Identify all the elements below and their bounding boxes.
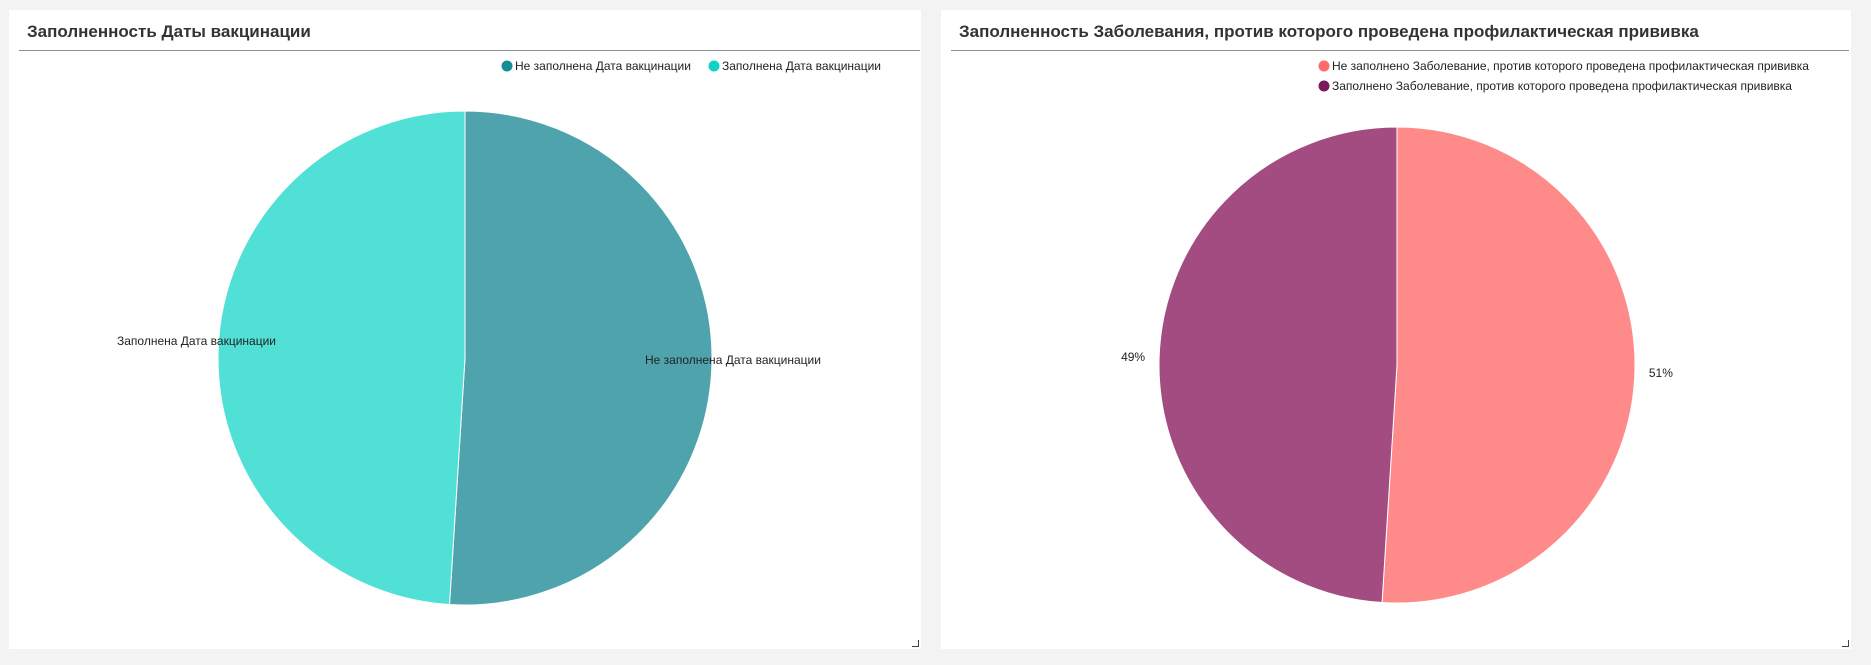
chart-panel-disease: Заполненность Заболевания, против которо…: [941, 10, 1851, 649]
slice-label: Не заполнена Дата вакцинации: [645, 353, 821, 367]
legend-label: Заполнена Дата вакцинации: [722, 59, 881, 73]
chart-panel-vaccination-date: Заполненность Даты вакцинации Не заполне…: [9, 10, 921, 649]
panel-title: Заполненность Даты вакцинации: [27, 22, 311, 41]
legend-item[interactable]: Не заполнена Дата вакцинации: [501, 59, 691, 73]
legend-marker: [501, 60, 513, 72]
pie-slices: [217, 110, 713, 606]
chart-legend: Не заполнена Дата вакцинации Заполнена Да…: [501, 59, 882, 73]
pie-slice[interactable]: [217, 110, 466, 606]
legend-marker: [708, 60, 720, 72]
slice-label: 51%: [1649, 366, 1673, 380]
pie-slice[interactable]: [448, 110, 713, 606]
legend-item[interactable]: Заполнено Заболевание, против которого п…: [1318, 79, 1793, 93]
legend-marker: [1318, 60, 1330, 72]
title-divider: [951, 50, 1849, 51]
slice-label: 49%: [1121, 350, 1145, 364]
legend-label: Заполнено Заболевание, против которого п…: [1332, 79, 1792, 93]
pie-chart-vaccination-date: Не заполнена Дата вакцинации Заполнена Да…: [117, 59, 882, 606]
title-divider: [19, 50, 920, 51]
legend-marker: [1318, 80, 1330, 92]
pie-slice[interactable]: [1381, 126, 1636, 604]
legend-label: Не заполнено Заболевание, против которог…: [1332, 59, 1809, 73]
pie-slice[interactable]: [1158, 126, 1398, 604]
legend-label: Не заполнена Дата вакцинации: [515, 59, 691, 73]
pie-slices: [1158, 126, 1636, 604]
legend-item[interactable]: Не заполнено Заболевание, против которог…: [1318, 59, 1810, 73]
pie-chart-disease: 51% 49% Не заполнено Заболевание, против к…: [1121, 59, 1810, 604]
chart-legend: Не заполнено Заболевание, против которог…: [1318, 59, 1810, 93]
resize-handle-icon[interactable]: [912, 640, 919, 647]
resize-handle-icon[interactable]: [1842, 640, 1849, 647]
panel-title: Заполненность Заболевания, против которо…: [959, 22, 1699, 41]
slice-label: Заполнена Дата вакцинации: [117, 334, 276, 348]
legend-item[interactable]: Заполнена Дата вакцинации: [708, 59, 882, 73]
